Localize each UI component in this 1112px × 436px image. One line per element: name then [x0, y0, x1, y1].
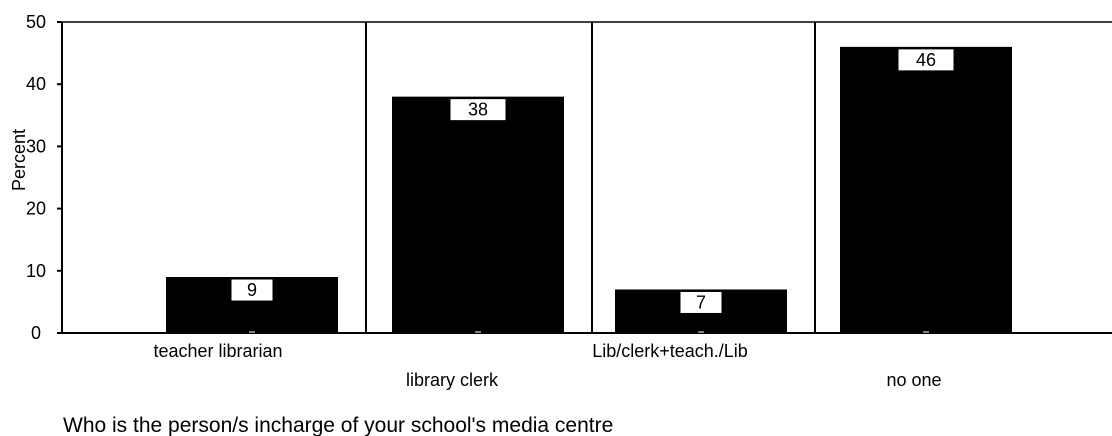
y-axis-label: Percent	[9, 129, 29, 191]
x-axis-label: Who is the person/s incharge of your sch…	[63, 414, 613, 436]
data-label-box	[449, 98, 507, 122]
data-label: 38	[468, 100, 488, 120]
bar	[840, 46, 1012, 333]
y-tick-label: 20	[26, 199, 46, 219]
y-tick-label: 10	[26, 261, 46, 281]
x-tick-label: no one	[886, 370, 941, 390]
bars: 9 38 7 46	[166, 46, 1012, 333]
x-tick-labels: teacher librarian library clerk Lib/clerk+…	[153, 341, 941, 390]
data-label: 46	[916, 50, 936, 70]
x-tick-label: Lib/clerk+teach./Lib	[592, 341, 748, 361]
x-tick-label: teacher librarian	[153, 341, 282, 361]
x-tick-label: library clerk	[406, 370, 499, 390]
data-label-box	[679, 290, 723, 314]
bar	[392, 96, 564, 333]
data-label-box	[230, 278, 274, 302]
data-label-box	[897, 48, 955, 72]
y-axis: 0 10 20 30 40 50	[26, 12, 62, 343]
y-tick-label: 40	[26, 74, 46, 94]
y-tick-label: 0	[31, 323, 41, 343]
data-label: 7	[696, 292, 706, 312]
data-label: 9	[247, 280, 257, 300]
category-separators	[365, 22, 816, 333]
y-tick-label: 50	[26, 12, 46, 32]
y-tick-label: 30	[26, 136, 46, 156]
